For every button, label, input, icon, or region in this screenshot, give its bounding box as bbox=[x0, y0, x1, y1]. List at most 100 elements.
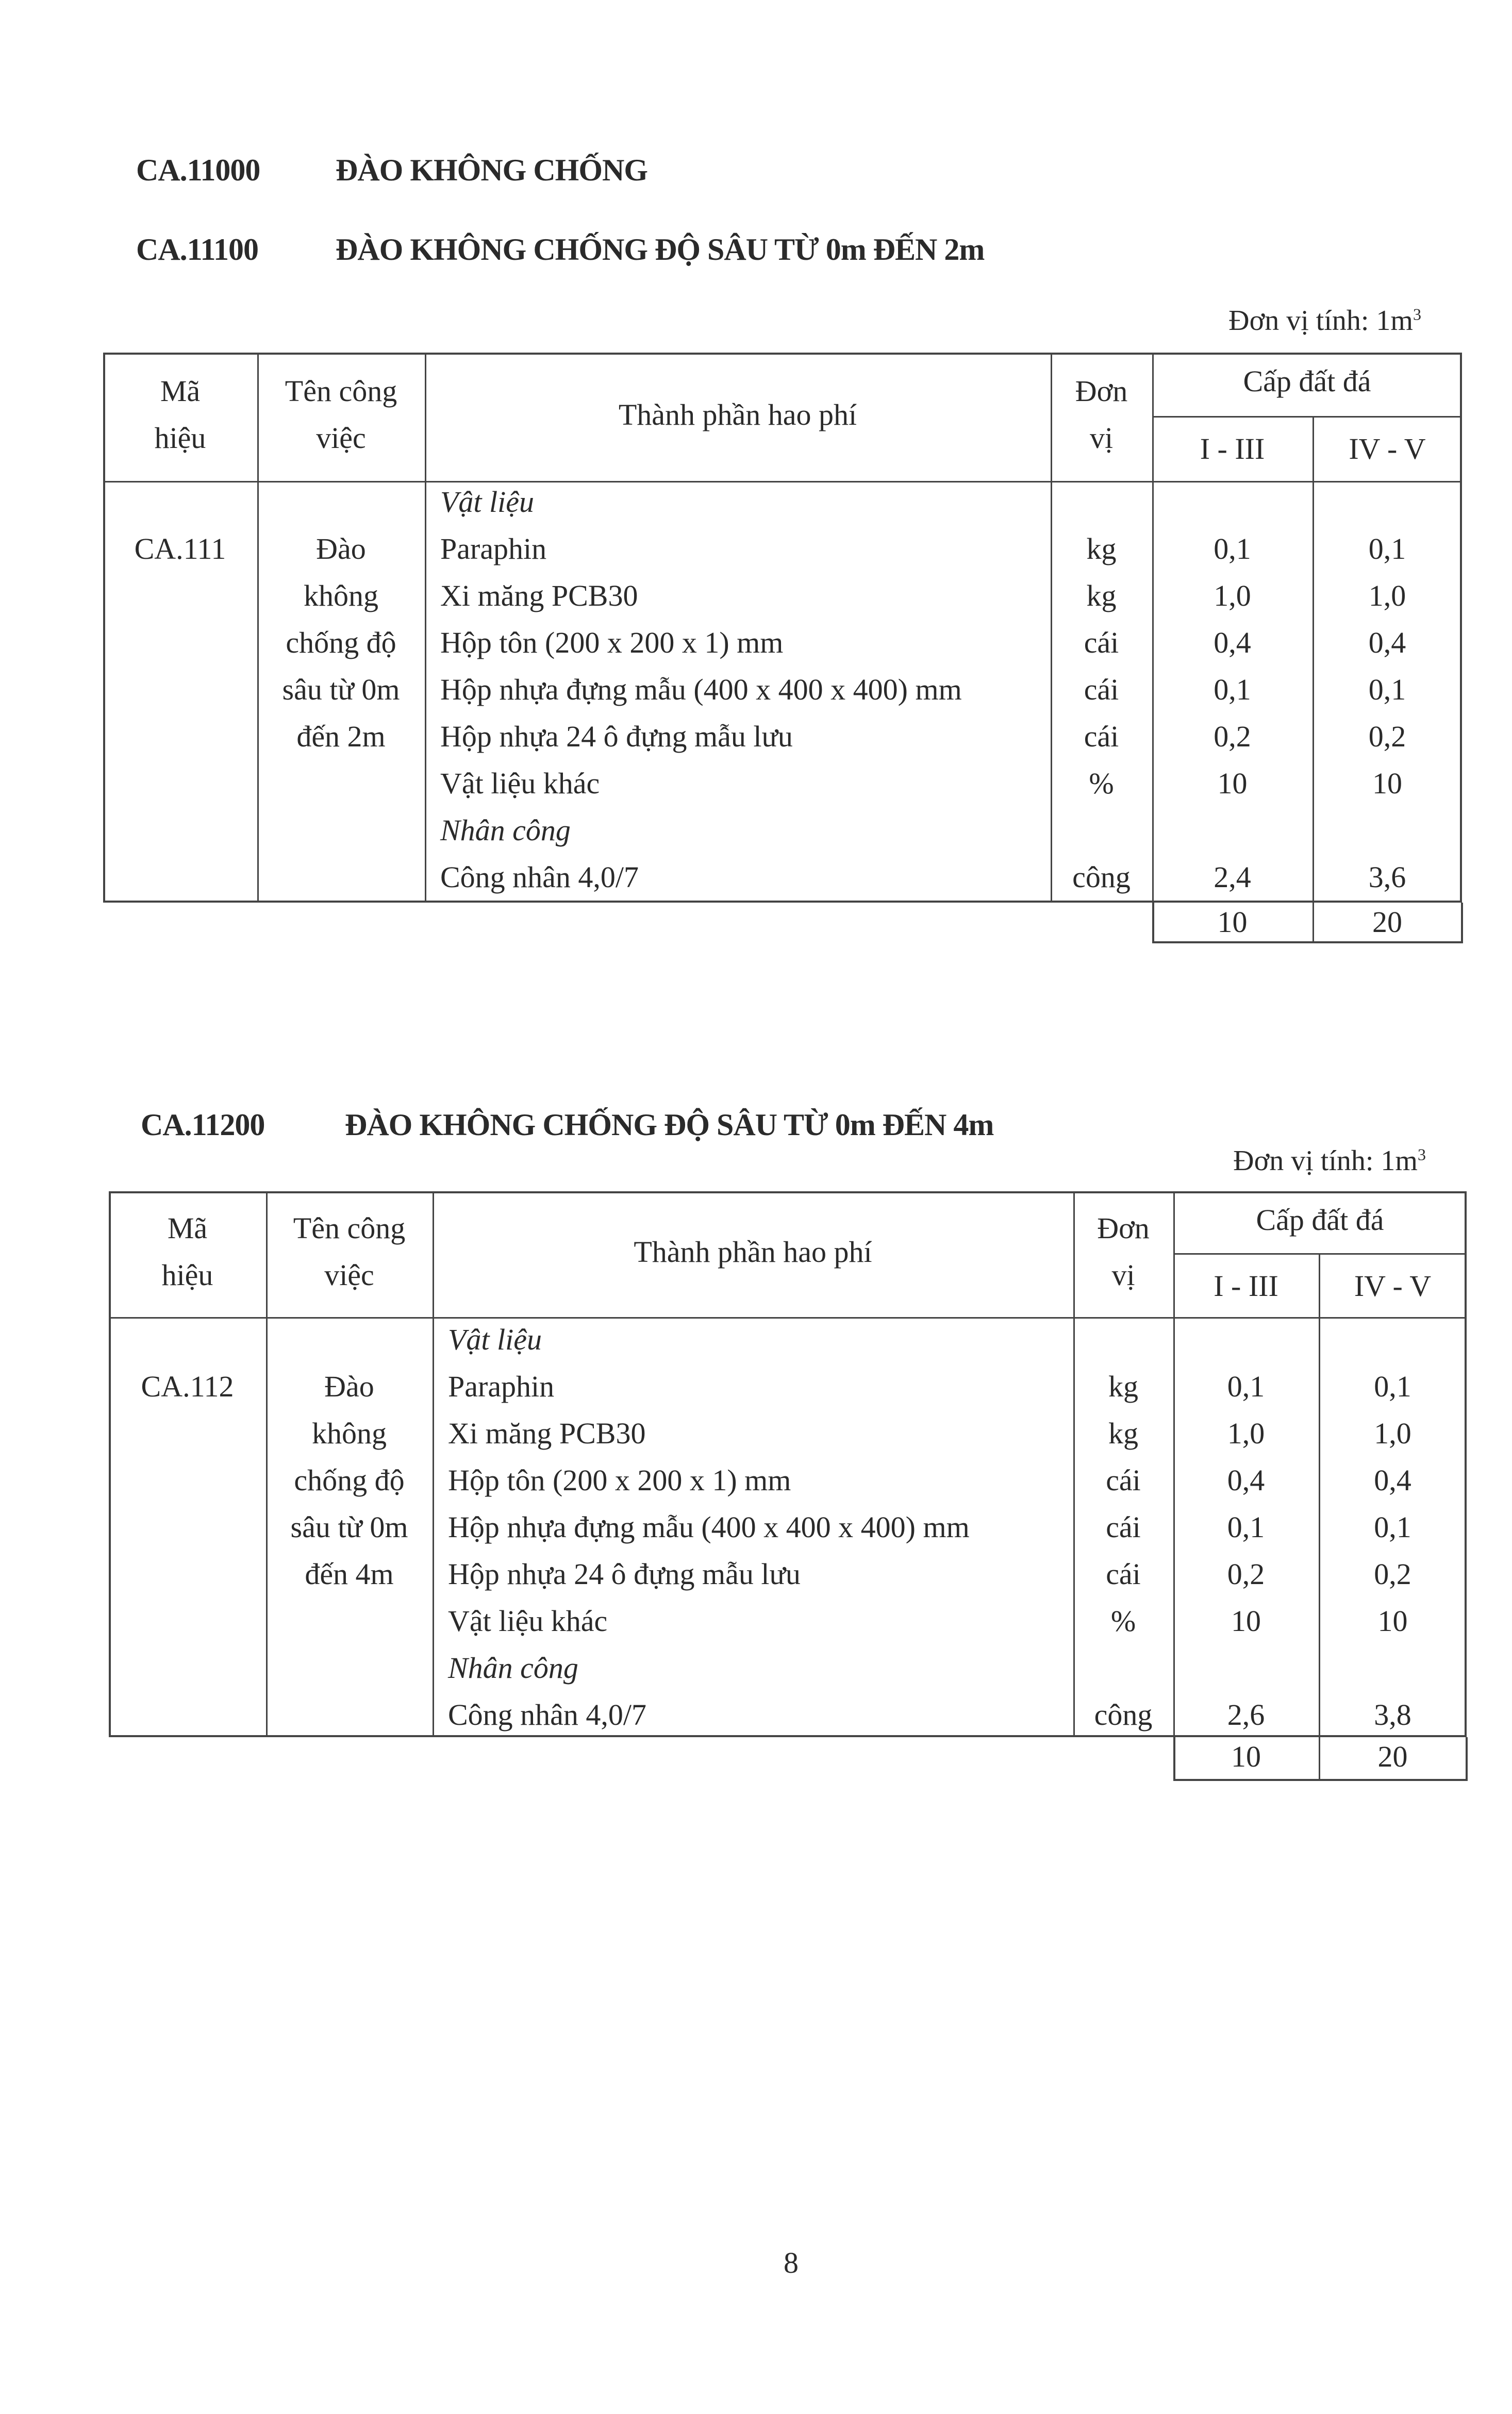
header-cap-1: I - III bbox=[1200, 432, 1265, 465]
row-name: Nhân công bbox=[440, 813, 571, 847]
row-value-1: 0,1 bbox=[1227, 1510, 1265, 1544]
row-value-1: 0,2 bbox=[1227, 1557, 1265, 1591]
row-unit: cái bbox=[1084, 626, 1119, 659]
column-divider bbox=[266, 1191, 268, 1737]
row-unit: % bbox=[1110, 1604, 1136, 1638]
footer-row bbox=[1173, 1737, 1468, 1781]
work-name-line: không bbox=[304, 579, 378, 612]
row-name: Vật liệu khác bbox=[448, 1604, 608, 1638]
footer-divider bbox=[1312, 903, 1314, 943]
row-unit: cái bbox=[1106, 1557, 1141, 1591]
header-ten-cong-viec: việc bbox=[324, 1258, 374, 1292]
row-value-2: 1,0 bbox=[1374, 1417, 1411, 1450]
header-cap-1: I - III bbox=[1214, 1269, 1278, 1303]
row-unit: cái bbox=[1106, 1510, 1141, 1544]
column-divider bbox=[1051, 353, 1052, 903]
column-divider bbox=[1073, 1191, 1075, 1737]
unit-superscript: 3 bbox=[1418, 1145, 1426, 1164]
header-ma-hieu: hiệu bbox=[154, 421, 206, 455]
code-cell: CA.112 bbox=[141, 1370, 234, 1403]
unit-text: Đơn vị tính: 1m bbox=[1233, 1145, 1418, 1177]
header-don-vi: Đơn bbox=[1097, 1211, 1150, 1245]
header-don-vi: vị bbox=[1111, 1258, 1135, 1292]
column-divider bbox=[1319, 1253, 1320, 1737]
row-name: Vật liệu khác bbox=[440, 767, 600, 800]
work-name-line: chống độ bbox=[286, 626, 396, 659]
row-value-1: 0,2 bbox=[1214, 720, 1251, 753]
row-value-2: 3,6 bbox=[1368, 860, 1406, 894]
row-unit: công bbox=[1094, 1698, 1153, 1732]
row-name: Hộp nhựa đựng mẫu (400 x 400 x 400) mm bbox=[448, 1510, 970, 1544]
cost-table bbox=[103, 353, 1462, 903]
work-name-line: Đào bbox=[324, 1370, 374, 1403]
row-name: Hộp nhựa đựng mẫu (400 x 400 x 400) mm bbox=[440, 673, 962, 706]
header-bottom-line bbox=[109, 1317, 1467, 1319]
row-value-1: 2,6 bbox=[1227, 1698, 1265, 1732]
row-value-2: 0,2 bbox=[1368, 720, 1406, 753]
header-ma-hieu: hiệu bbox=[161, 1258, 213, 1292]
row-name: Nhân công bbox=[448, 1651, 578, 1685]
footer-value-1: 10 bbox=[1231, 1740, 1261, 1773]
row-unit: kg bbox=[1086, 532, 1117, 565]
unit-label: Đơn vị tính: 1m3 bbox=[1233, 1144, 1426, 1177]
footer-value-1: 10 bbox=[1217, 905, 1248, 939]
header-thanh-phan: Thành phần hao phí bbox=[634, 1235, 872, 1269]
row-value-1: 0,1 bbox=[1214, 673, 1251, 706]
row-value-1: 10 bbox=[1231, 1604, 1261, 1638]
row-name: Hộp nhựa 24 ô đựng mẫu lưu bbox=[448, 1557, 801, 1591]
row-value-1: 0,4 bbox=[1227, 1463, 1265, 1497]
row-unit: kg bbox=[1108, 1417, 1138, 1450]
row-value-2: 0,2 bbox=[1374, 1557, 1411, 1591]
row-value-2: 0,1 bbox=[1374, 1370, 1411, 1403]
row-name: Hộp nhựa 24 ô đựng mẫu lưu bbox=[440, 720, 793, 753]
row-unit: cái bbox=[1084, 673, 1119, 706]
row-value-2: 0,1 bbox=[1374, 1510, 1411, 1544]
column-divider bbox=[257, 353, 259, 903]
header-divider bbox=[1173, 1253, 1467, 1255]
header-cap-2: IV - V bbox=[1354, 1269, 1432, 1303]
header-ten-cong-viec: Tên công bbox=[293, 1211, 406, 1245]
row-value-2: 0,4 bbox=[1368, 626, 1406, 659]
row-name: Hộp tôn (200 x 200 x 1) mm bbox=[440, 626, 784, 659]
work-name-line: không bbox=[312, 1417, 387, 1450]
row-value-2: 10 bbox=[1377, 1604, 1408, 1638]
footer-value-2: 20 bbox=[1377, 1740, 1408, 1773]
row-value-1: 2,4 bbox=[1214, 860, 1251, 894]
footer-divider bbox=[1319, 1737, 1320, 1781]
header-bottom-line bbox=[103, 481, 1462, 482]
header-ten-cong-viec: Tên công bbox=[285, 374, 397, 408]
work-name-line: sâu từ 0m bbox=[290, 1510, 408, 1544]
column-divider bbox=[433, 1191, 434, 1737]
row-unit: kg bbox=[1086, 579, 1117, 612]
header-ma-hieu: Mã bbox=[167, 1211, 208, 1245]
row-unit: cái bbox=[1084, 720, 1119, 753]
column-divider bbox=[1152, 353, 1154, 903]
row-unit: % bbox=[1089, 767, 1114, 800]
row-name: Công nhân 4,0/7 bbox=[448, 1698, 647, 1732]
column-divider bbox=[1173, 1191, 1175, 1737]
header-cap-2: IV - V bbox=[1349, 432, 1426, 465]
work-name-line: đến 2m bbox=[296, 720, 386, 753]
row-value-1: 1,0 bbox=[1214, 579, 1251, 612]
header-ten-cong-viec: việc bbox=[316, 421, 366, 455]
row-value-2: 0,1 bbox=[1368, 532, 1406, 565]
header-divider bbox=[1152, 416, 1462, 418]
work-name-line: đến 4m bbox=[305, 1557, 394, 1591]
row-unit: công bbox=[1072, 860, 1131, 894]
row-name: Paraphin bbox=[440, 532, 547, 565]
row-unit: kg bbox=[1108, 1370, 1138, 1403]
section-title: ĐÀO KHÔNG CHỐNG ĐỘ SÂU TỪ 0m ĐẾN 4m bbox=[345, 1108, 994, 1142]
row-value-1: 0,1 bbox=[1214, 532, 1251, 565]
row-name: Hộp tôn (200 x 200 x 1) mm bbox=[448, 1463, 791, 1497]
header-thanh-phan: Thành phần hao phí bbox=[618, 397, 857, 431]
row-value-2: 0,1 bbox=[1368, 673, 1406, 706]
row-value-2: 10 bbox=[1372, 767, 1402, 800]
section-title: ĐÀO KHÔNG CHỐNG ĐỘ SÂU TỪ 0m ĐẾN 2m bbox=[336, 232, 985, 267]
row-value-1: 0,4 bbox=[1214, 626, 1251, 659]
header-cap-dat-da: Cấp đất đá bbox=[1256, 1203, 1384, 1237]
page-number: 8 bbox=[784, 2246, 799, 2279]
work-name-line: chống độ bbox=[294, 1463, 405, 1497]
unit-superscript: 3 bbox=[1413, 305, 1421, 324]
row-value-1: 1,0 bbox=[1227, 1417, 1265, 1450]
unit-text: Đơn vị tính: 1m bbox=[1228, 305, 1413, 337]
